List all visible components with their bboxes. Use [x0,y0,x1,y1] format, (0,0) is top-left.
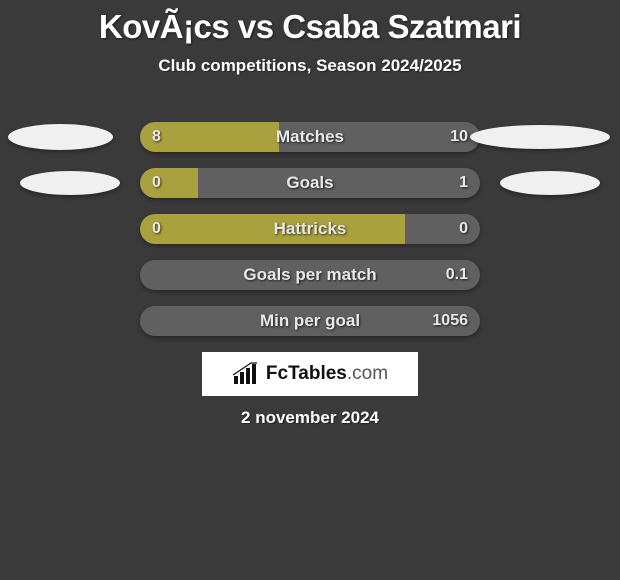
stat-value-left: 8 [152,122,161,152]
player-photo-placeholder [470,125,610,149]
stat-row: Min per goal1056 [0,306,620,336]
comparison-infographic: KovÃ¡cs vs Csaba Szatmari Club competiti… [0,0,620,580]
bar-track: Hattricks00 [140,214,480,244]
stat-value-left: 0 [152,168,161,198]
chart-icon [232,362,260,386]
bar-left-fill [140,214,405,244]
stat-row: Hattricks00 [0,214,620,244]
stat-value-right: 1 [459,168,468,198]
player-photo-placeholder [20,171,120,195]
subtitle: Club competitions, Season 2024/2025 [0,56,620,76]
stat-rows-container: Matches810Goals01Hattricks00Goals per ma… [0,122,620,336]
bar-track: Min per goal1056 [140,306,480,336]
stat-label: Min per goal [140,306,480,336]
stat-value-right: 1056 [432,306,468,336]
player-photo-placeholder [8,124,113,150]
fctables-logo: FcTables.com [202,352,418,396]
bar-left-fill [140,168,198,198]
stat-value-right: 10 [450,122,468,152]
logo-text-bold: FcTables [266,363,347,384]
stat-value-right: 0 [459,214,468,244]
logo-text: FcTables.com [266,363,388,385]
footer-date: 2 november 2024 [0,408,620,428]
bar-track: Matches810 [140,122,480,152]
page-title: KovÃ¡cs vs Csaba Szatmari [0,0,620,46]
stat-value-left: 0 [152,214,161,244]
stat-value-right: 0.1 [446,260,468,290]
stat-row: Goals per match0.1 [0,260,620,290]
logo-text-light: .com [347,363,388,384]
bar-track: Goals01 [140,168,480,198]
bar-track: Goals per match0.1 [140,260,480,290]
stat-label: Goals per match [140,260,480,290]
player-photo-placeholder [500,171,600,195]
